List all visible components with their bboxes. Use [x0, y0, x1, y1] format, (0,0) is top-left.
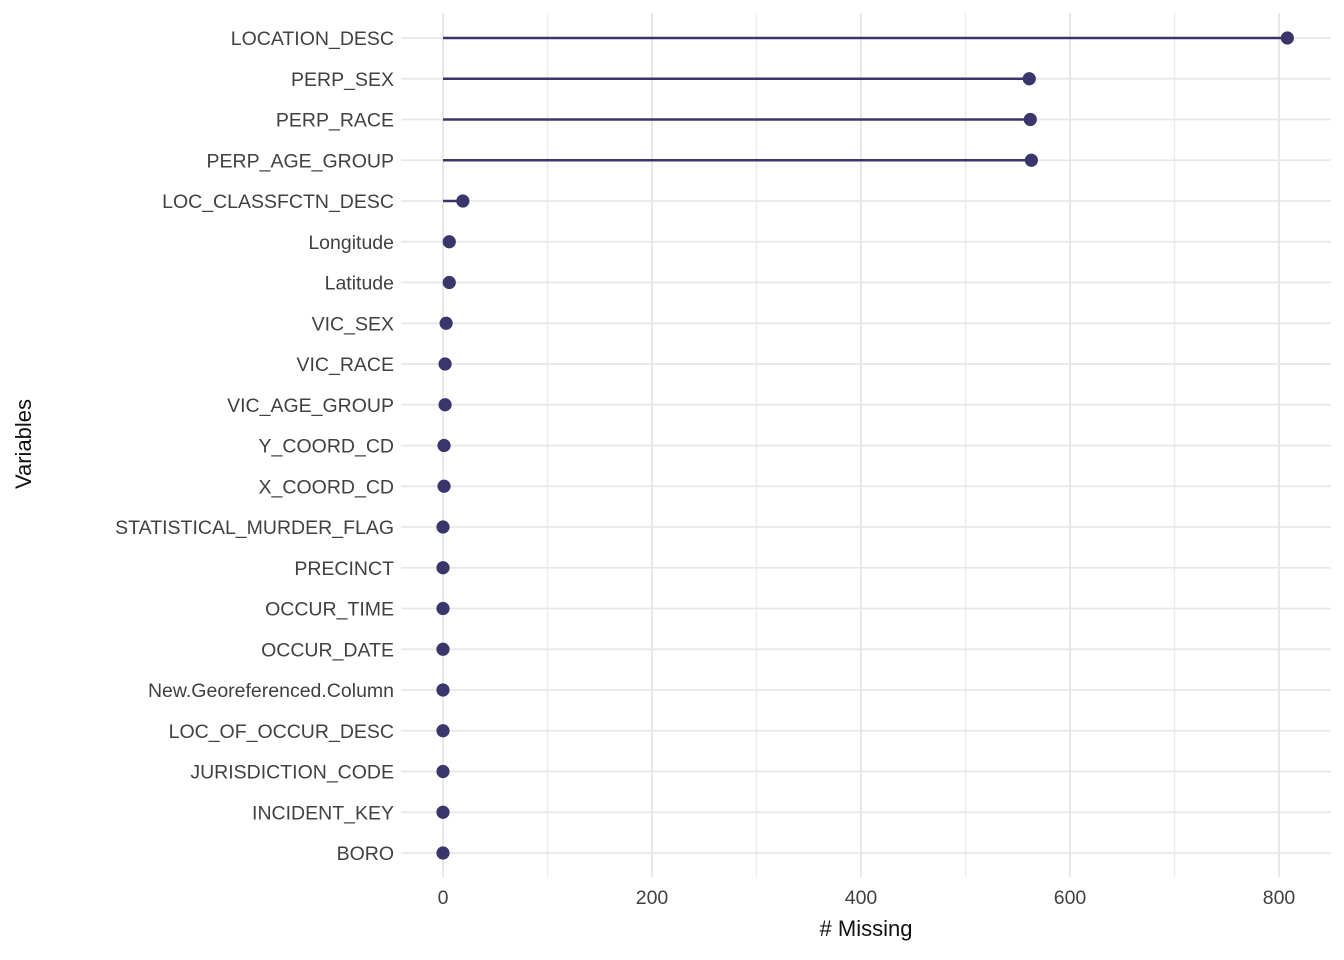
y-tick-label: PERP_SEX [291, 69, 394, 91]
y-tick-label: VIC_RACE [296, 354, 394, 376]
lollipop-dot [439, 316, 453, 330]
x-tick-label: 800 [1263, 887, 1296, 909]
y-axis-title: Variables [11, 398, 36, 490]
y-tick-label: STATISTICAL_MURDER_FLAG [115, 517, 394, 539]
lollipop-dot [437, 479, 451, 493]
y-tick-label: Latitude [325, 273, 394, 295]
lollipop-dot [436, 683, 450, 697]
lollipop-dot [437, 438, 451, 453]
lollipop-dot [436, 724, 450, 738]
x-tick-label: 0 [438, 887, 449, 909]
lollipop-dot [1022, 72, 1036, 86]
y-tick-label: X_COORD_CD [259, 476, 394, 498]
x-tick-label: 400 [845, 887, 878, 909]
lollipop-dot [456, 194, 470, 208]
y-tick-label: PERP_RACE [276, 110, 394, 132]
lollipop-dot [436, 764, 450, 779]
lollipop-dot [436, 805, 450, 819]
y-tick-label: VIC_AGE_GROUP [227, 395, 394, 417]
lollipop-dot [1023, 112, 1037, 127]
lollipop-dot [438, 398, 452, 412]
lollipop-dot [1024, 153, 1038, 167]
lollipop-dot [442, 235, 456, 249]
x-tick-label: 200 [636, 887, 669, 909]
x-axis-title: # Missing [819, 916, 913, 941]
y-tick-label: BORO [337, 843, 394, 865]
x-tick-label: 600 [1054, 887, 1087, 909]
y-tick-label: Y_COORD_CD [259, 436, 394, 458]
lollipop-dot [1280, 31, 1294, 45]
lollipop-dot [438, 357, 452, 371]
y-tick-label: PRECINCT [294, 558, 394, 580]
y-tick-label: VIC_SEX [312, 313, 394, 335]
y-tick-label: Longitude [308, 232, 394, 254]
y-tick-label: OCCUR_DATE [261, 639, 394, 661]
y-tick-label: LOC_OF_OCCUR_DESC [169, 721, 394, 743]
y-tick-label: LOCATION_DESC [231, 28, 394, 50]
y-tick-label: INCIDENT_KEY [252, 802, 394, 824]
lollipop-dot [436, 561, 450, 575]
y-tick-label: New.Georeferenced.Column [148, 680, 394, 702]
y-tick-label: PERP_AGE_GROUP [207, 150, 394, 172]
lollipop-dot [436, 520, 450, 534]
lollipop-dot [436, 642, 450, 656]
lollipop-dot [436, 601, 450, 616]
y-tick-label: LOC_CLASSFCTN_DESC [162, 191, 394, 213]
y-tick-label: OCCUR_TIME [265, 599, 394, 621]
lollipop-dot [436, 846, 450, 860]
y-tick-label: JURISDICTION_CODE [190, 762, 394, 784]
lollipop-dot [442, 275, 456, 290]
